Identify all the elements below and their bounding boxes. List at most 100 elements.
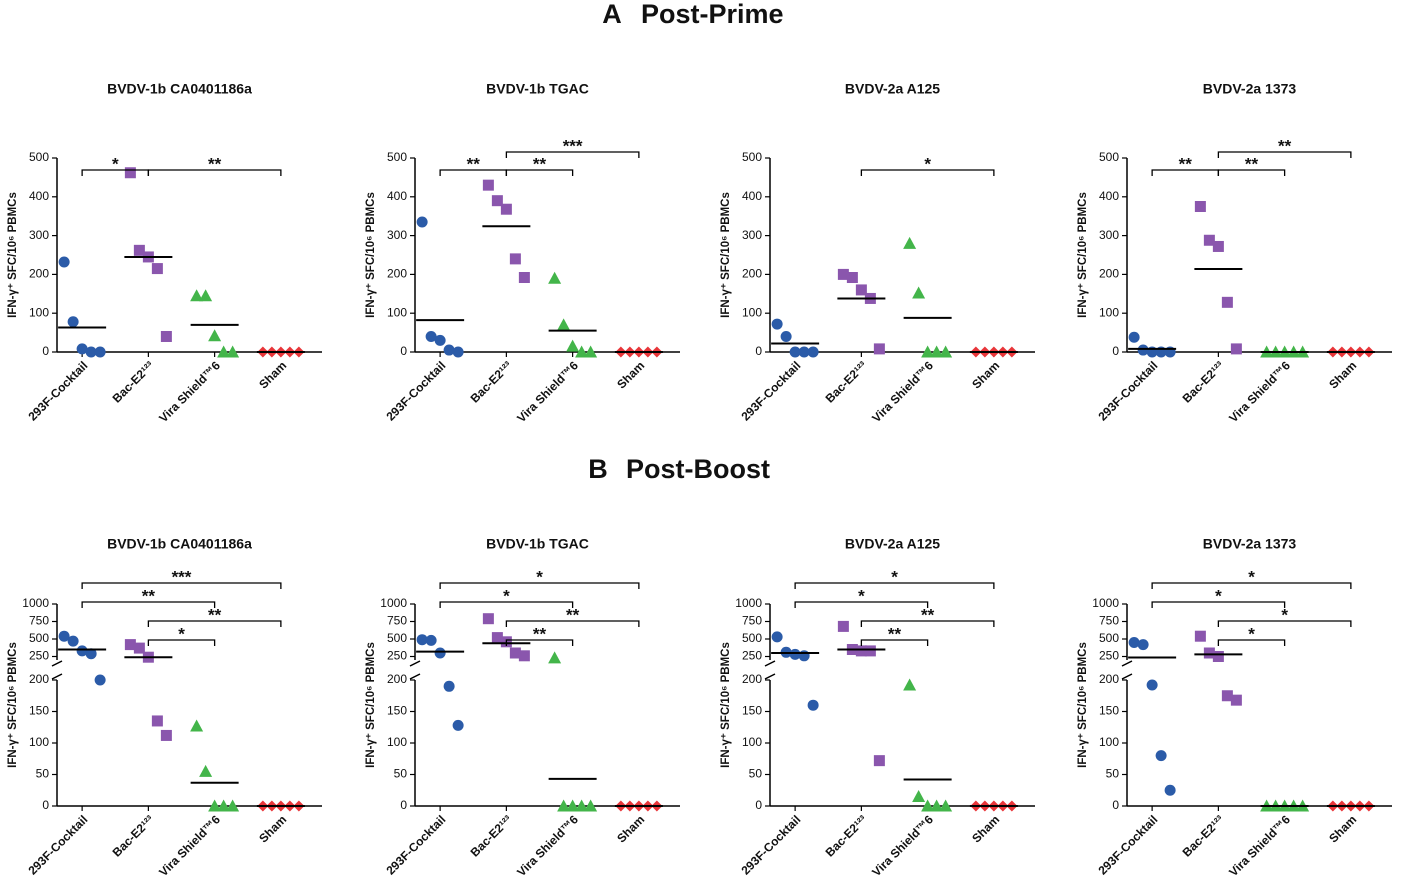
y-tick-label: 150	[1099, 704, 1119, 718]
significance-label: *	[1281, 605, 1288, 624]
data-point	[85, 648, 97, 660]
y-tick-label: 100	[29, 735, 49, 749]
data-point	[837, 268, 849, 280]
data-point	[124, 639, 136, 651]
data-point	[903, 236, 917, 249]
y-axis-label: IFN-γ⁺ SFC/10⁶ PBMCs	[720, 192, 732, 318]
y-tick-label: 300	[29, 228, 49, 242]
data-point	[939, 799, 953, 812]
data-point	[548, 271, 562, 284]
y-tick-label: 50	[749, 767, 763, 781]
data-point	[575, 345, 589, 358]
data-point	[160, 330, 172, 342]
y-tick-label: 100	[29, 305, 49, 319]
y-tick-label: 150	[742, 704, 762, 718]
data-point	[1194, 630, 1206, 642]
data-point	[434, 647, 446, 659]
x-tick-label: Vira Shield™6	[514, 812, 581, 879]
y-axis-label: IFN-γ⁺ SFC/10⁶ PBMCs	[720, 642, 732, 768]
y-tick-label: 400	[1099, 189, 1119, 203]
data-point	[425, 330, 437, 342]
significance-label: *	[891, 567, 898, 586]
data-point	[1155, 750, 1167, 762]
y-tick-label: 100	[1099, 735, 1119, 749]
data-point	[864, 645, 876, 657]
data-point	[199, 764, 213, 777]
chart-title: BVDV-2a A125	[845, 536, 940, 552]
y-tick-label: 200	[29, 672, 49, 686]
x-tick-label: Vira Shield™6	[869, 358, 936, 425]
y-tick-label: 0	[755, 344, 762, 358]
data-point	[452, 719, 464, 731]
data-point	[443, 680, 455, 692]
y-tick-label: 0	[1112, 798, 1119, 812]
data-point	[557, 799, 571, 812]
data-point	[557, 318, 571, 331]
x-tick-label: Bac-E2¹²³	[468, 812, 515, 859]
x-tick-label: Sham	[969, 812, 1002, 845]
y-axis-label: IFN-γ⁺ SFC/10⁶ PBMCs	[365, 642, 377, 768]
y-tick-label: 150	[29, 704, 49, 718]
data-point	[771, 631, 783, 643]
section-letter: B	[588, 454, 608, 484]
y-tick-label: 100	[1099, 305, 1119, 319]
data-point	[780, 330, 792, 342]
data-point	[425, 634, 437, 646]
y-axis-label: IFN-γ⁺ SFC/10⁶ PBMCs	[1077, 192, 1089, 318]
axis-break	[409, 660, 421, 667]
significance-label: *	[112, 154, 119, 173]
chart: BVDV-2a A125 IFN-γ⁺ SFC/10⁶ PBMCs 0 100 200 3…	[720, 81, 1035, 425]
data-point	[1212, 651, 1224, 662]
significance-label: **	[208, 154, 222, 173]
significance-bracket	[505, 620, 640, 627]
y-tick-label: 0	[42, 344, 49, 358]
data-point	[584, 799, 598, 812]
data-point	[226, 799, 240, 812]
significance-bracket	[860, 639, 929, 646]
y-tick-label: 400	[742, 189, 762, 203]
y-tick-label: 50	[1106, 767, 1120, 781]
significance-label: *	[924, 154, 931, 173]
data-point	[208, 799, 222, 812]
x-tick-label: Vira Shield™6	[514, 358, 581, 425]
x-tick-label: Bac-E2¹²³	[1180, 812, 1227, 859]
y-tick-label: 500	[742, 631, 762, 645]
y-tick-label: 200	[1099, 672, 1119, 686]
significance-label: **	[467, 154, 481, 173]
y-tick-label: 50	[36, 767, 50, 781]
data-point	[575, 799, 589, 812]
y-tick-label: 250	[387, 649, 407, 663]
y-tick-label: 500	[742, 150, 762, 164]
y-tick-label: 1000	[1092, 596, 1119, 610]
data-point	[1194, 201, 1206, 212]
axis-break	[1121, 660, 1133, 667]
y-tick-label: 100	[387, 305, 407, 319]
data-point	[1221, 296, 1233, 308]
significance-label: **	[566, 605, 580, 624]
data-point	[798, 346, 810, 358]
x-tick-label: 293F-Cocktail	[383, 358, 448, 423]
x-tick-label: Bac-E2¹²³	[1180, 358, 1227, 405]
y-tick-label: 250	[742, 649, 762, 663]
significance-label: ***	[563, 136, 583, 155]
significance-bracket	[147, 620, 282, 627]
data-point	[1128, 637, 1140, 648]
data-point	[1212, 240, 1224, 252]
data-point	[151, 715, 163, 727]
data-point	[798, 650, 810, 662]
significance-bracket	[505, 639, 574, 646]
data-point	[452, 346, 464, 358]
y-tick-label: 400	[29, 189, 49, 203]
data-point	[1203, 647, 1215, 659]
data-point	[807, 699, 819, 711]
significance-bracket	[439, 601, 574, 608]
axis-break	[764, 673, 776, 680]
y-tick-label: 750	[29, 614, 49, 628]
data-point	[491, 632, 503, 644]
chart: BVDV-1b TGAC IFN-γ⁺ SFC/10⁶ PBMCs 0 100 200 3…	[365, 81, 680, 425]
data-point	[930, 345, 944, 358]
significance-label: **	[533, 624, 547, 643]
data-point	[226, 345, 240, 358]
y-tick-label: 300	[742, 228, 762, 242]
significance-bracket	[505, 151, 640, 158]
